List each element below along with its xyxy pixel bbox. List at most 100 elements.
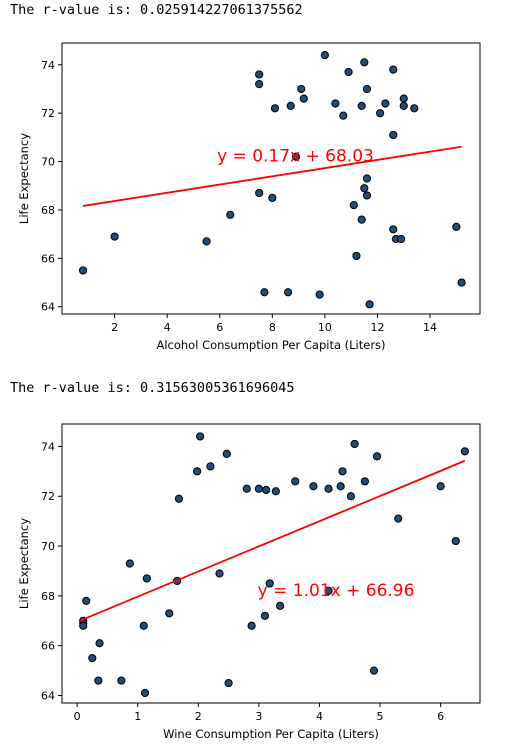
data-point — [165, 609, 174, 618]
data-point — [222, 449, 231, 458]
data-point — [95, 639, 104, 648]
data-point — [346, 492, 356, 501]
data-point — [394, 514, 403, 523]
data-point — [389, 225, 398, 234]
data-point — [320, 50, 329, 60]
regression-line — [79, 459, 466, 622]
y-tick-label: 68 — [41, 204, 55, 217]
y-tick-label: 64 — [41, 690, 55, 703]
data-point — [255, 188, 264, 198]
data-point — [372, 452, 382, 461]
data-point — [360, 58, 369, 67]
data-point — [142, 574, 151, 583]
data-point — [110, 232, 119, 241]
y-tick-label: 68 — [41, 590, 55, 603]
x-tick-label: 6 — [437, 710, 444, 723]
data-point — [365, 300, 374, 309]
y-tick-label: 70 — [41, 540, 55, 553]
data-point — [78, 266, 88, 275]
x-tick-label: 8 — [269, 321, 276, 334]
x-tick-label: 10 — [318, 321, 332, 334]
x-tick-label: 2 — [195, 710, 202, 723]
data-point — [460, 447, 469, 456]
data-point — [362, 191, 372, 200]
data-point — [139, 621, 148, 630]
data-point — [283, 288, 293, 297]
r-value-output-2: The r-value is: 0.31563005361696045 — [10, 380, 295, 396]
plot-frame — [61, 42, 481, 315]
data-point — [389, 130, 398, 140]
data-point — [350, 439, 359, 449]
x-tick-label: 5 — [377, 710, 384, 723]
regression-equation: y = 0.17x + 68.03 — [217, 147, 374, 167]
data-point — [247, 621, 256, 630]
data-point — [309, 482, 318, 491]
data-point — [315, 290, 324, 299]
data-point — [260, 611, 270, 620]
y-tick-label: 74 — [41, 440, 55, 453]
data-point — [362, 174, 372, 183]
data-point — [352, 251, 361, 261]
data-point — [270, 104, 280, 113]
y-tick-label: 74 — [41, 59, 55, 72]
x-axis-label: Alcohol Consumption Per Capita (Liters) — [156, 338, 385, 352]
data-point — [125, 559, 134, 568]
data-point — [344, 67, 353, 77]
data-point — [339, 111, 348, 120]
y-tick-label: 66 — [41, 252, 55, 265]
data-point — [262, 485, 271, 495]
data-point — [324, 484, 333, 493]
data-point — [260, 288, 269, 297]
x-tick-label: 4 — [164, 321, 171, 334]
data-point — [224, 678, 233, 688]
data-point — [255, 80, 264, 89]
data-point — [369, 666, 379, 675]
data-point — [338, 467, 347, 476]
x-tick-label: 14 — [423, 321, 437, 334]
y-tick-label: 64 — [41, 301, 55, 314]
data-point — [94, 676, 103, 685]
data-point — [399, 94, 408, 103]
data-point — [88, 654, 97, 663]
data-point — [254, 484, 263, 493]
data-point — [206, 462, 215, 471]
data-point — [360, 477, 369, 486]
y-tick-label: 72 — [41, 490, 55, 503]
data-point — [357, 101, 366, 111]
data-point — [452, 222, 461, 231]
regression-line — [82, 145, 462, 207]
data-point — [436, 482, 445, 491]
data-point — [192, 467, 202, 476]
data-point — [196, 432, 205, 441]
data-point — [271, 487, 280, 496]
data-point — [410, 104, 419, 113]
data-point — [117, 676, 126, 685]
x-tick-label: 0 — [74, 710, 81, 723]
x-tick-label: 12 — [370, 321, 384, 334]
data-point — [291, 152, 301, 161]
data-point — [349, 201, 358, 210]
data-point — [140, 688, 150, 698]
data-point — [397, 234, 406, 244]
x-tick-label: 2 — [111, 321, 118, 334]
y-tick-label: 72 — [41, 107, 55, 120]
y-tick-label: 70 — [41, 156, 55, 169]
data-point — [286, 101, 295, 111]
data-point — [376, 109, 385, 118]
x-tick-label: 3 — [255, 710, 262, 723]
alcohol-life-expectancy-scatter: y = 0.17x + 68.032 4 6 8 10 12 14646668707274A… — [17, 42, 481, 352]
regression-equation: y = 1.01x + 66.96 — [258, 581, 415, 601]
data-point — [226, 210, 235, 219]
plot-frame — [61, 423, 481, 704]
data-point — [215, 569, 224, 578]
data-point — [457, 278, 466, 287]
data-point — [362, 84, 372, 94]
wine-life-expectancy-scatter: y = 1.01x + 66.96 0 1 2 3 4 5 6 64 66 68 70 72 74 Wine… — [17, 423, 481, 741]
data-point — [299, 94, 308, 103]
x-axis-label: Wine Consumption Per Capita (Liters) — [163, 727, 379, 741]
data-point — [336, 482, 345, 491]
data-point — [275, 601, 285, 610]
data-point — [174, 494, 184, 503]
data-point — [82, 596, 91, 605]
data-point — [297, 84, 306, 94]
